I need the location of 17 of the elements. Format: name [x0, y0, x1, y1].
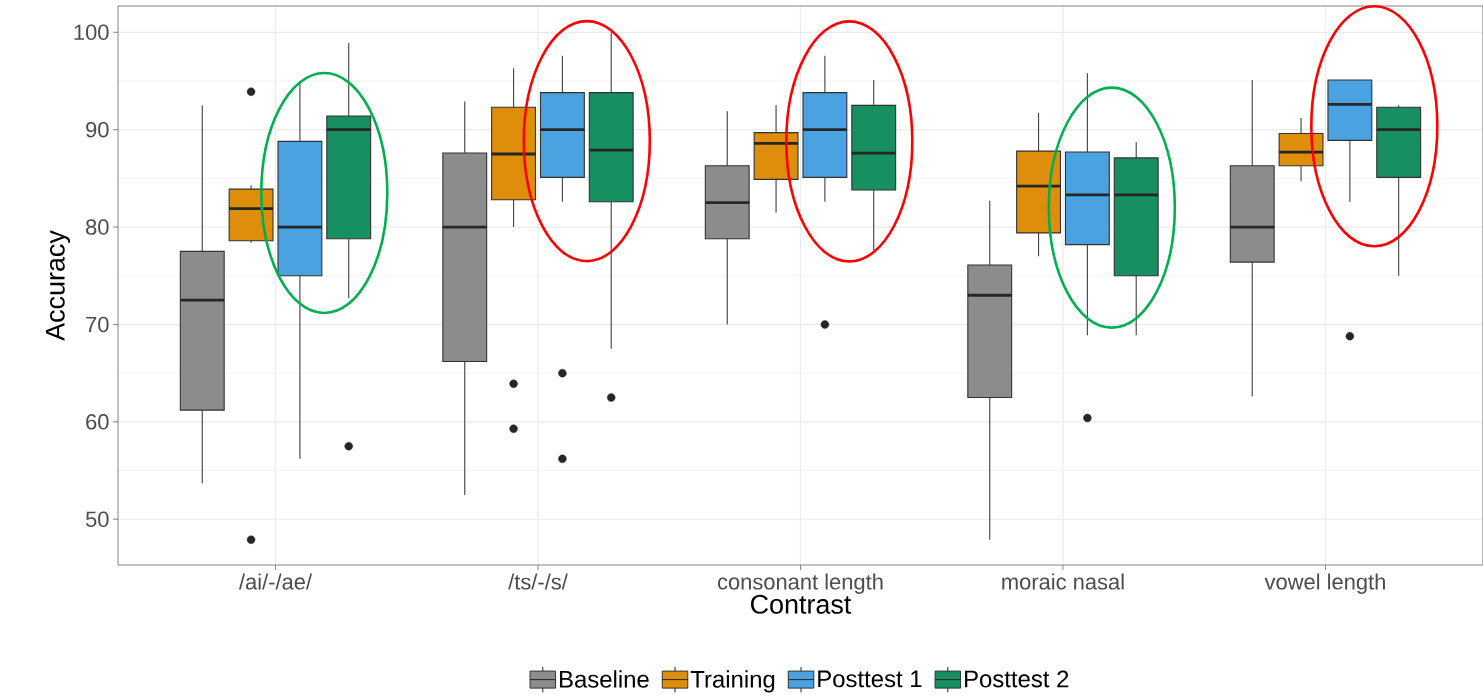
legend-label: Posttest 2 — [965, 670, 1069, 688]
x-tick-label: consonant length — [717, 573, 883, 594]
y-tick-label: 70 — [86, 316, 109, 333]
y-tick-label: 50 — [85, 511, 109, 527]
legend-label: Training — [690, 670, 775, 693]
y-tick-label: 100 — [74, 24, 109, 41]
x-axis-title: Contrast — [751, 594, 852, 614]
y-tick-label: 90 — [86, 121, 109, 138]
x-tick-label: moraic nasal — [1002, 573, 1124, 590]
y-tick-label: 60 — [86, 414, 109, 430]
x-tick-label: /ai/-/ae/ — [238, 573, 313, 590]
y-axis-title: Accuracy — [45, 230, 71, 341]
x-tick-label: vowel length — [1264, 573, 1385, 594]
legend-label: Posttest 1 — [818, 670, 922, 688]
y-tick-label: 80 — [86, 219, 109, 235]
legend-label: Baseline — [560, 670, 649, 688]
x-tick-label: /ts/-/s/ — [508, 573, 568, 590]
